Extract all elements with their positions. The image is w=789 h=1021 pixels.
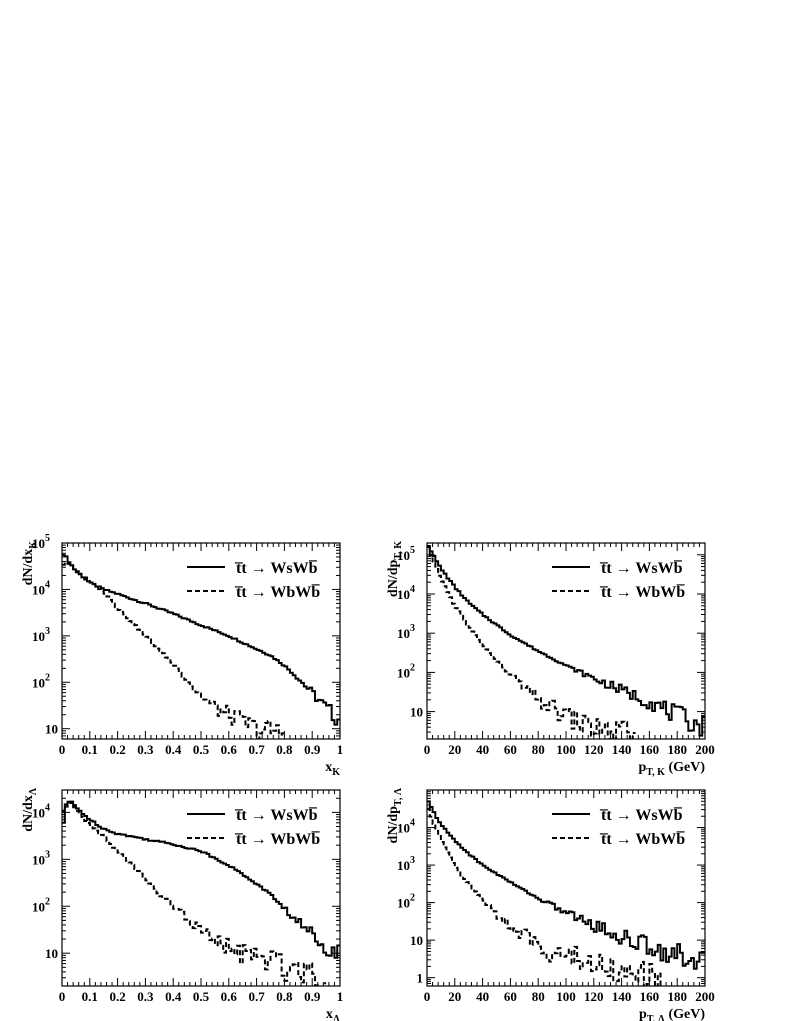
x-tick-label: 100 [556, 742, 576, 757]
y-tick-label: 102 [397, 893, 415, 911]
y-tick-label: 102 [397, 662, 415, 680]
panel-pt-k: 0 20 40 60 80 100 120 140 160 180 200 10 102 103 104 10… [386, 541, 715, 778]
y-tick-label: 10 [45, 722, 58, 737]
x-tick-label: 1 [337, 742, 344, 757]
series-wsws-curve [427, 800, 705, 970]
x-tick-label: 20 [448, 989, 461, 1004]
series-wsws-curve [62, 554, 340, 726]
x-tick-label: 0 [424, 989, 431, 1004]
legend-label: t̅t → WsWb̅ [599, 558, 683, 577]
x-tick-label: 0.8 [276, 989, 293, 1004]
x-tick-label: 20 [448, 742, 461, 757]
series-wsws-curve [62, 800, 340, 959]
x-tick-label: 0 [59, 742, 66, 757]
panel-x-lambda: 0 0.1 0.2 0.3 0.4 0.5 0.6 0.7 0.8 0.9 1 10 102 103 104… [21, 787, 343, 1021]
x-axis-title: xK [325, 760, 340, 778]
y-tick-label: 105 [397, 545, 415, 563]
legend-label: t̅t → WsWb̅ [234, 805, 318, 824]
x-tick-label: 0.4 [165, 989, 182, 1004]
x-tick-label: 0.1 [82, 742, 98, 757]
x-tick-label: 0.7 [248, 989, 265, 1004]
x-tick-label: 120 [584, 742, 604, 757]
x-tick-label: 0.2 [109, 742, 125, 757]
x-tick-label: 140 [612, 989, 632, 1004]
y-axis-title: dN/dxΛ [21, 787, 39, 832]
series-wbwb-curve [62, 800, 327, 986]
series-wbwb-curve [62, 561, 285, 739]
x-tick-label: 0.5 [193, 989, 210, 1004]
y-tick-label: 102 [32, 896, 50, 914]
y-tick-label: 10 [45, 946, 58, 961]
y-tick-label: 1 [417, 971, 424, 986]
y-tick-label: 104 [397, 818, 415, 836]
legend-label: t̅t → WbWb̅ [599, 582, 686, 601]
y-tick-label: 105 [32, 533, 50, 551]
y-tick-label: 10 [410, 705, 423, 720]
x-tick-label: 0.2 [109, 989, 125, 1004]
y-tick-label: 103 [32, 849, 50, 867]
x-tick-label: 0.4 [165, 742, 182, 757]
x-tick-label: 0.6 [221, 742, 238, 757]
panel-pt-lambda: 0 20 40 60 80 100 120 140 160 180 200 1 10 102 103 104d… [386, 787, 715, 1021]
legend-label: t̅t → WbWb̅ [234, 582, 321, 601]
x-axis-title: pT, K (GeV) [638, 760, 705, 778]
legend-label: t̅t → WsWb̅ [599, 805, 683, 824]
y-tick-label: 102 [32, 672, 50, 690]
x-tick-label: 0.8 [276, 742, 293, 757]
x-tick-label: 0.7 [248, 742, 265, 757]
x-tick-label: 160 [640, 989, 660, 1004]
x-tick-label: 80 [532, 989, 545, 1004]
x-tick-label: 140 [612, 742, 632, 757]
y-tick-label: 103 [397, 623, 415, 641]
x-tick-label: 1 [337, 989, 344, 1004]
x-tick-label: 0 [59, 989, 66, 1004]
x-tick-label: 60 [504, 989, 517, 1004]
x-tick-label: 0.3 [137, 742, 154, 757]
legend-label: t̅t → WsWb̅ [234, 558, 318, 577]
x-tick-label: 180 [667, 989, 687, 1004]
x-tick-label: 60 [504, 742, 517, 757]
panel-x-k: 0 0.1 0.2 0.3 0.4 0.5 0.6 0.7 0.8 0.9 1 10 102 103 104… [21, 533, 343, 778]
y-axis-title: dN/dxK [21, 541, 39, 586]
x-tick-label: 200 [695, 742, 715, 757]
x-tick-label: 120 [584, 989, 604, 1004]
legend-label: t̅t → WbWb̅ [599, 829, 686, 848]
x-tick-label: 100 [556, 989, 576, 1004]
x-tick-label: 40 [476, 742, 489, 757]
x-tick-label: 0.6 [221, 989, 238, 1004]
y-axis-title: dN/dpT, Λ [386, 787, 404, 843]
x-tick-label: 200 [695, 989, 715, 1004]
x-tick-label: 0.3 [137, 989, 154, 1004]
x-axis-title: xΛ [326, 1007, 341, 1021]
x-tick-label: 80 [532, 742, 545, 757]
x-tick-label: 0 [424, 742, 431, 757]
x-tick-label: 40 [476, 989, 489, 1004]
x-tick-label: 0.9 [304, 742, 321, 757]
legend-label: t̅t → WbWb̅ [234, 829, 321, 848]
series-wbwb-curve [427, 807, 664, 986]
x-tick-label: 0.5 [193, 742, 210, 757]
series-wbwb-curve [427, 545, 636, 739]
y-tick-label: 104 [397, 584, 415, 602]
x-axis-title: pT, Λ (GeV) [639, 1007, 705, 1021]
y-axis-title: dN/dpT, K [386, 541, 404, 597]
y-tick-label: 103 [32, 626, 50, 644]
y-tick-label: 104 [32, 802, 50, 820]
x-tick-label: 160 [640, 742, 660, 757]
series-wsws-curve [427, 545, 705, 737]
x-tick-label: 0.9 [304, 989, 321, 1004]
x-tick-label: 0.1 [82, 989, 98, 1004]
x-tick-label: 180 [667, 742, 687, 757]
y-tick-label: 10 [410, 933, 423, 948]
y-tick-label: 103 [397, 855, 415, 873]
y-tick-label: 104 [32, 579, 50, 597]
